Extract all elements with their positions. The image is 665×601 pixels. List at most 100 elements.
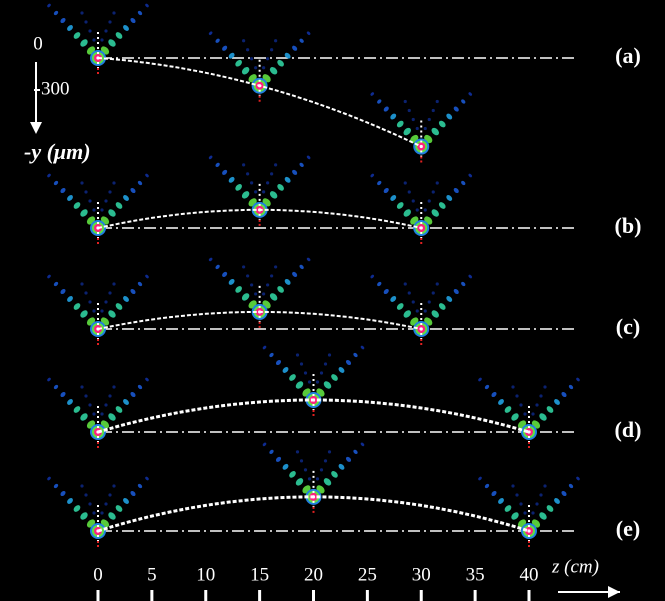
inner-lobe	[84, 394, 87, 397]
inner-lobe	[432, 109, 435, 112]
inner-lobe	[112, 385, 115, 388]
inner-lobe	[424, 127, 427, 130]
inner-lobe	[424, 208, 427, 211]
y-axis-label: -y (μm)	[24, 139, 91, 164]
inner-lobe	[270, 48, 273, 51]
inner-lobe	[320, 371, 323, 374]
inner-lobe	[274, 265, 277, 268]
inner-lobe	[404, 282, 407, 285]
inner-lobe	[250, 283, 253, 286]
inner-lobe	[308, 380, 311, 383]
inner-lobe	[92, 208, 95, 211]
x-axis-label: z (cm)	[551, 556, 599, 577]
inner-lobe	[84, 20, 87, 23]
x-tick-label: 35	[466, 564, 485, 585]
inner-lobe	[308, 477, 311, 480]
inner-lobe	[108, 493, 111, 496]
inner-lobe	[436, 100, 439, 103]
inner-lobe	[523, 412, 526, 415]
inner-lobe	[246, 274, 249, 277]
inner-lobe	[104, 300, 107, 303]
inner-lobe	[250, 57, 253, 60]
panel-label: (b)	[615, 213, 642, 238]
inner-lobe	[428, 199, 431, 202]
inner-lobe	[404, 100, 407, 103]
x-tick-label: 10	[196, 564, 215, 585]
inner-lobe	[92, 511, 95, 514]
inner-lobe	[436, 181, 439, 184]
inner-lobe	[511, 484, 514, 487]
inner-lobe	[242, 39, 245, 42]
inner-lobe	[88, 300, 91, 303]
inner-lobe	[246, 48, 249, 51]
y-tick-label: 0	[33, 33, 43, 54]
inner-lobe	[296, 353, 299, 356]
inner-lobe	[88, 502, 91, 505]
inner-lobe	[266, 181, 269, 184]
inner-lobe	[539, 394, 542, 397]
x-tick-label: 20	[304, 564, 323, 585]
x-tick-label: 5	[147, 564, 157, 585]
figure: 0510152025303540z (cm)0300-y (μm)(a)(b)(…	[0, 0, 665, 601]
inner-lobe	[428, 118, 431, 121]
inner-lobe	[108, 291, 111, 294]
inner-lobe	[104, 403, 107, 406]
inner-lobe	[404, 181, 407, 184]
inner-lobe	[296, 450, 299, 453]
inner-lobe	[112, 484, 115, 487]
inner-lobe	[100, 511, 103, 514]
inner-lobe	[412, 199, 415, 202]
inner-lobe	[108, 20, 111, 23]
inner-lobe	[274, 163, 277, 166]
inner-lobe	[539, 493, 542, 496]
inner-lobe	[300, 459, 303, 462]
inner-lobe	[112, 181, 115, 184]
inner-lobe	[412, 300, 415, 303]
inner-lobe	[112, 11, 115, 14]
inner-lobe	[270, 172, 273, 175]
inner-lobe	[531, 511, 534, 514]
y-tick-label: 300	[41, 78, 70, 99]
inner-lobe	[316, 380, 319, 383]
inner-lobe	[432, 291, 435, 294]
inner-lobe	[416, 127, 419, 130]
inner-lobe	[100, 412, 103, 415]
inner-lobe	[270, 274, 273, 277]
inner-lobe	[108, 394, 111, 397]
inner-lobe	[408, 109, 411, 112]
x-tick-label: 40	[520, 564, 539, 585]
inner-lobe	[324, 459, 327, 462]
inner-lobe	[80, 282, 83, 285]
inner-lobe	[519, 403, 522, 406]
inner-lobe	[300, 362, 303, 365]
inner-lobe	[254, 66, 257, 69]
inner-lobe	[92, 309, 95, 312]
inner-lobe	[88, 403, 91, 406]
inner-lobe	[535, 502, 538, 505]
inner-lobe	[416, 309, 419, 312]
inner-lobe	[104, 502, 107, 505]
inner-lobe	[519, 502, 522, 505]
inner-lobe	[515, 394, 518, 397]
inner-lobe	[104, 29, 107, 32]
inner-lobe	[324, 362, 327, 365]
inner-lobe	[92, 38, 95, 41]
inner-lobe	[416, 208, 419, 211]
inner-lobe	[523, 511, 526, 514]
inner-lobe	[88, 199, 91, 202]
inner-lobe	[428, 300, 431, 303]
inner-lobe	[543, 484, 546, 487]
x-tick-label: 0	[93, 564, 103, 585]
inner-lobe	[320, 468, 323, 471]
inner-lobe	[112, 282, 115, 285]
inner-lobe	[304, 468, 307, 471]
inner-lobe	[108, 190, 111, 193]
inner-lobe	[92, 412, 95, 415]
inner-lobe	[242, 163, 245, 166]
inner-lobe	[266, 57, 269, 60]
x-tick-label: 25	[358, 564, 377, 585]
inner-lobe	[328, 353, 331, 356]
inner-lobe	[408, 190, 411, 193]
inner-lobe	[531, 412, 534, 415]
inner-lobe	[246, 172, 249, 175]
